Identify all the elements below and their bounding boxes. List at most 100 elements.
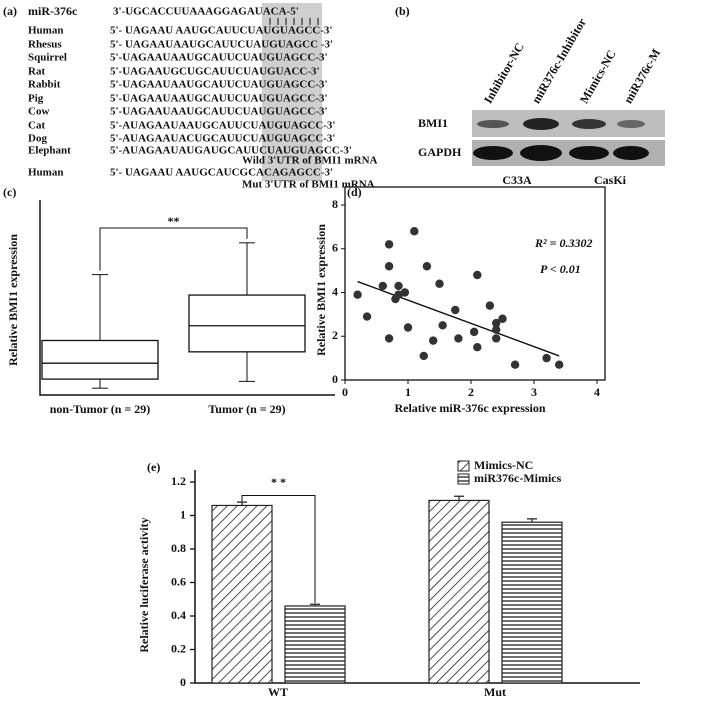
panel-label: (b): [395, 4, 410, 18]
legend-label: miR376c-Mimics: [474, 471, 562, 485]
point: [419, 351, 428, 361]
point: [492, 318, 501, 328]
bar: [501, 521, 563, 684]
box: [188, 294, 306, 353]
bar: [428, 499, 490, 684]
point: [451, 305, 460, 315]
species: Cat: [28, 120, 45, 132]
blot-row-label: BMI1: [418, 116, 448, 130]
species: Pig: [28, 93, 44, 105]
species: Rhesus: [28, 39, 62, 51]
error-bar: [310, 603, 320, 606]
point: [492, 334, 501, 343]
utr-sequence: 5'-UAGAAUAAUGCAUUCUAUGUAGCC-3': [110, 93, 328, 105]
point: [435, 279, 444, 288]
blot-row-label: GAPDH: [418, 145, 462, 159]
point: [384, 334, 394, 343]
axis-line: [39, 200, 335, 396]
mirna-name: miR-376c: [28, 4, 78, 18]
point: [410, 227, 419, 236]
y-tick-label: 0: [332, 372, 338, 386]
y-tick-label: 6: [332, 241, 338, 255]
utr-sequence: 5'-UAGAAUAAUGCAUUCUAUGUAGCC-3': [110, 106, 328, 118]
significance-bracket: [241, 494, 316, 603]
panel-label: (a): [3, 4, 17, 18]
utr-sequence: 5'-UAGAAUAAUGCAUUCUAUGUAGCC-3': [110, 79, 328, 91]
point: [454, 334, 463, 343]
y-tick-label: 8: [332, 197, 338, 211]
annotation: **: [168, 214, 180, 228]
x-tick-label: Mut: [484, 685, 506, 699]
legend-swatch: [457, 460, 470, 472]
x-tick-label: 2: [468, 385, 474, 399]
western-blot: [472, 110, 665, 166]
species: Rabbit: [28, 79, 61, 91]
x-tick-label: 4: [594, 385, 600, 399]
species: Rat: [28, 66, 45, 78]
utr-sequence: 5'- UAGAAU AAUGCAUCGCACAGAGCC-3': [110, 167, 333, 179]
point: [362, 312, 372, 321]
legend-swatch: [457, 473, 470, 485]
y-tick-label: 1: [180, 507, 186, 521]
y-axis-label: Relative luciferase activity: [137, 517, 151, 652]
utr-sequence: 5'-UAGAAUGCUGCAUUCUAUGUACC-3': [110, 66, 320, 78]
panel-label: (e): [147, 460, 160, 474]
x-axis-label: Relative miR-376c expression: [394, 401, 545, 415]
point: [469, 327, 479, 337]
blot-group-label: C33A: [502, 173, 532, 187]
mirna-sequence: 3'-UGCACCUUAAAGGAGAUACA-5': [113, 6, 299, 18]
bar: [211, 504, 273, 684]
species: Elephant: [28, 145, 71, 157]
lane-label: Mimics-NC: [577, 47, 619, 105]
x-tick-label: non-Tumor (n = 29): [50, 402, 151, 416]
utr-sequence: 5'-AUAGAAUACUGCAUUCUAUGUAGCC-3': [110, 133, 335, 145]
panel-label: (d): [347, 185, 362, 199]
significance-bracket: [99, 227, 248, 271]
point: [394, 290, 403, 299]
legend-label: Mimics-NC: [474, 458, 533, 472]
point: [473, 270, 482, 280]
point: [394, 281, 403, 291]
y-tick-label: 0: [180, 675, 186, 689]
utr-sequence: 5'-AUAGAAUAUGAUGCAUUCUAUGUAGCC-3': [110, 145, 352, 157]
error-bar: [237, 501, 247, 506]
caption: Mut 3'UTR of BMI1 mRNA: [242, 179, 375, 191]
x-tick-label: 3: [531, 385, 537, 399]
point: [384, 262, 394, 271]
pairing-marks: [269, 18, 319, 25]
error-bar: [527, 518, 537, 523]
point: [485, 301, 495, 310]
caption: Wild 3'UTR of BMI1 mRNA: [242, 155, 378, 167]
box: [41, 339, 159, 380]
bar: [284, 605, 346, 684]
y-tick-label: 1.2: [171, 474, 186, 488]
point: [510, 360, 520, 369]
annotation: * *: [271, 475, 286, 489]
x-tick-label: 0: [342, 385, 348, 399]
y-tick-label: 4: [332, 284, 338, 298]
blot-group-label: CasKi: [594, 173, 627, 187]
y-tick-label: 2: [332, 328, 338, 342]
lane-label: Inhibitor-NC: [481, 40, 527, 106]
point: [403, 323, 413, 332]
point: [555, 360, 564, 369]
utr-sequence: 5'- UAGAAU AAUGCAUUCUAUGUAGCC-3': [110, 25, 332, 37]
x-tick-label: Tumor (n = 29): [208, 402, 285, 416]
y-axis-label: Relative BMI1 expression: [314, 224, 328, 356]
panel-label: (c): [3, 185, 16, 199]
species: Human: [28, 25, 63, 37]
point: [378, 281, 387, 291]
x-tick-label: 1: [405, 385, 411, 399]
y-tick-label: 0.2: [171, 641, 186, 655]
point: [438, 321, 447, 330]
species: Squirrel: [28, 52, 67, 64]
x-tick-label: WT: [268, 685, 288, 699]
utr-sequence: 5'-UAGAAUAAUGCAUUCUAUGUAGCC-3': [110, 52, 328, 64]
y-axis-label: Relative BMI1 expression: [6, 234, 20, 366]
point: [542, 353, 551, 363]
y-tick-label: 0.6: [171, 574, 186, 588]
y-tick-label: 0.8: [171, 541, 186, 555]
error-bar: [454, 495, 464, 501]
point: [353, 290, 362, 299]
